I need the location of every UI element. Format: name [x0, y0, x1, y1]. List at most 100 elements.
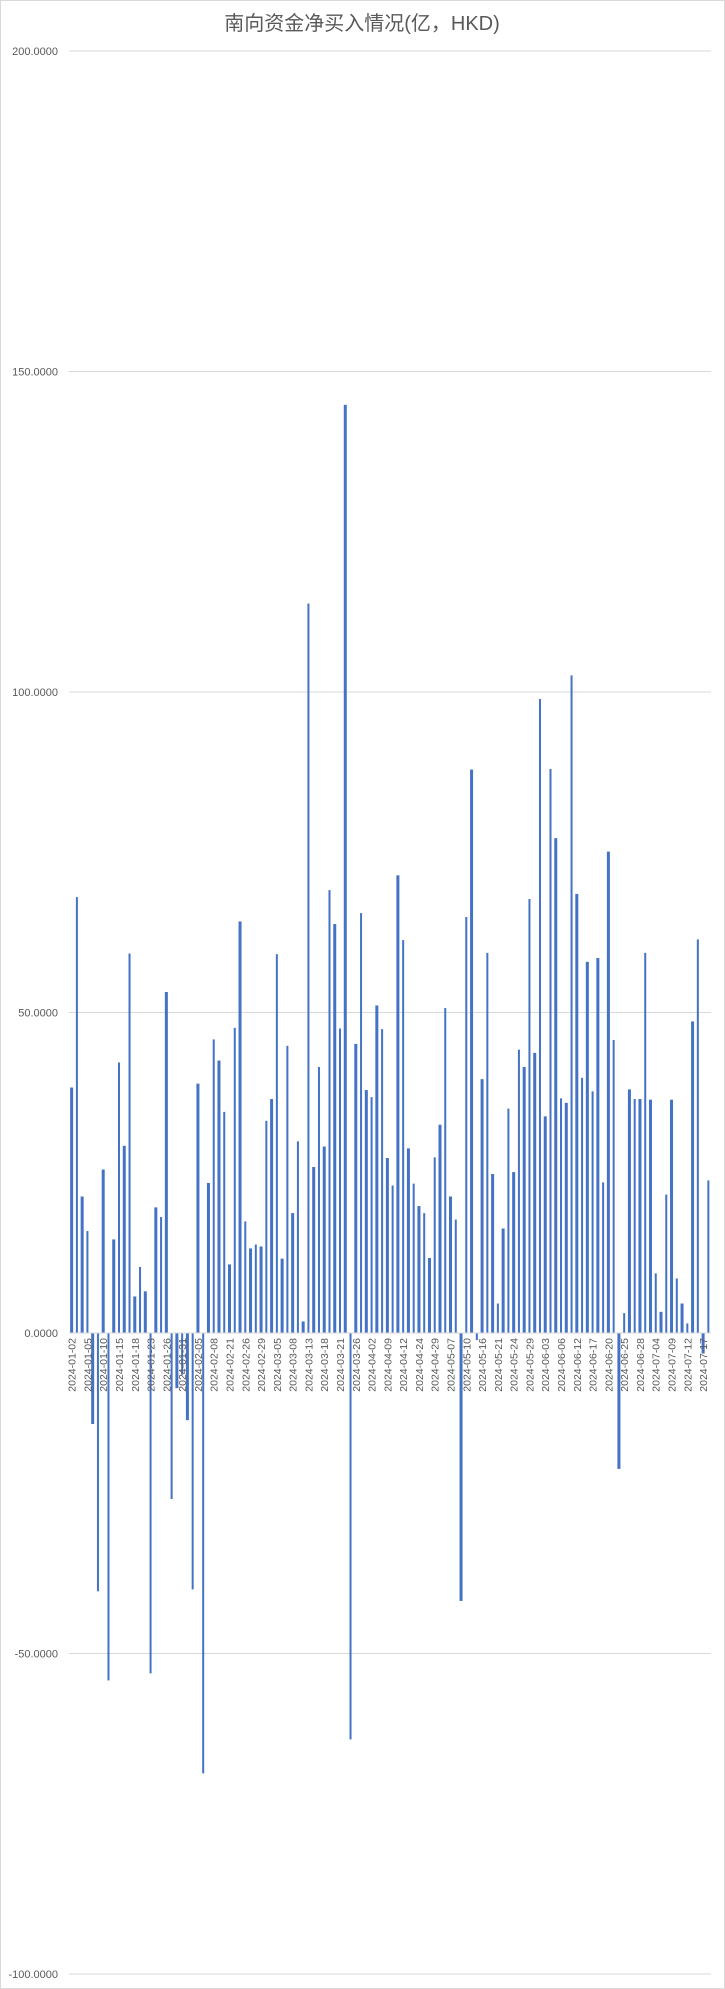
- bar: [181, 1333, 184, 1375]
- bar: [491, 1174, 495, 1333]
- bar: [80, 1196, 84, 1333]
- bar: [627, 1089, 631, 1333]
- bar: [686, 1323, 689, 1333]
- x-tick-label: 2024-05-24: [509, 1338, 521, 1392]
- x-tick-label: 2024-03-08: [288, 1338, 300, 1392]
- bar: [375, 1005, 379, 1333]
- x-tick-label: 2024-06-03: [540, 1338, 552, 1392]
- bar: [312, 1166, 316, 1333]
- x-tick-label: 2024-05-10: [461, 1338, 473, 1392]
- bar: [349, 1333, 352, 1740]
- x-tick-label: 2024-02-05: [193, 1338, 205, 1392]
- bar: [648, 1099, 652, 1333]
- x-tick-label: 2024-03-26: [351, 1338, 363, 1392]
- bar: [554, 838, 558, 1333]
- x-tick-label: 2024-03-21: [335, 1338, 347, 1392]
- bar: [486, 952, 489, 1333]
- x-tick-label: 2024-03-05: [272, 1338, 284, 1392]
- bar: [549, 768, 552, 1333]
- bar: [206, 1183, 210, 1333]
- bar: [385, 1158, 389, 1333]
- x-tick-label: 2024-01-31: [177, 1338, 189, 1392]
- bar: [391, 1185, 394, 1333]
- bar: [139, 1266, 142, 1333]
- bar: [307, 603, 310, 1333]
- bar: [107, 1333, 110, 1681]
- bar: [533, 1052, 537, 1333]
- bar: [175, 1333, 179, 1389]
- bar: [212, 1039, 215, 1333]
- bar: [117, 1062, 120, 1333]
- x-tick-label: 2024-06-17: [588, 1338, 600, 1392]
- bar: [480, 1079, 484, 1333]
- bar: [417, 1206, 421, 1333]
- x-axis-ticks: 2024-01-02 2024-01-05 2024-01-10 2024-01-15…: [67, 1338, 710, 1392]
- bar: [275, 954, 278, 1333]
- bar: [585, 961, 589, 1333]
- x-tick-label: 2024-01-23: [146, 1338, 158, 1392]
- x-tick-label: 2024-01-26: [161, 1338, 173, 1392]
- bar: [396, 875, 400, 1333]
- bar: [128, 953, 131, 1333]
- bar: [538, 699, 541, 1333]
- bar: [633, 1099, 636, 1333]
- bar: [238, 921, 242, 1333]
- bar: [701, 1333, 705, 1354]
- bar: [154, 1207, 158, 1333]
- bar: [249, 1248, 253, 1333]
- bar: [406, 1148, 410, 1333]
- bar: [454, 1219, 457, 1333]
- bar: [501, 1228, 505, 1333]
- bar: [507, 1108, 510, 1333]
- x-tick-label: 2024-05-16: [477, 1338, 489, 1392]
- x-tick-label: 2024-05-21: [493, 1338, 505, 1392]
- x-tick-label: 2024-07-12: [682, 1338, 694, 1392]
- bar: [170, 1333, 173, 1500]
- bar: [339, 1028, 342, 1333]
- bar: [459, 1333, 463, 1601]
- bar: [354, 1043, 358, 1333]
- x-tick-label: 2024-04-29: [430, 1338, 442, 1392]
- bar: [143, 1291, 147, 1333]
- bar: [470, 769, 474, 1333]
- bar: [612, 1040, 615, 1333]
- bar: [122, 1145, 126, 1333]
- bar: [665, 1194, 668, 1333]
- bar: [696, 939, 699, 1333]
- x-tick-label: 2024-02-29: [256, 1338, 268, 1392]
- x-tick-label: 2024-05-29: [524, 1338, 536, 1392]
- bar: [475, 1333, 478, 1341]
- bar: [623, 1313, 626, 1333]
- bar: [370, 1097, 373, 1333]
- bar: [423, 1213, 426, 1333]
- x-tick-label: 2024-01-10: [98, 1338, 110, 1392]
- x-tick-label: 2024-03-13: [303, 1338, 315, 1392]
- bar: [112, 1239, 116, 1333]
- bar: [70, 1087, 74, 1333]
- bar: [427, 1258, 431, 1333]
- x-tick-label: 2024-06-06: [556, 1338, 568, 1392]
- bar: [96, 1333, 99, 1592]
- bar: [602, 1182, 605, 1333]
- x-tick-label: 2024-04-09: [382, 1338, 394, 1392]
- chart-title: 南向资金净买入情况(亿，HKD): [224, 12, 500, 35]
- bar: [233, 1027, 236, 1333]
- bar: [659, 1311, 663, 1333]
- y-tick-label: -100.0000: [8, 1969, 58, 1981]
- bar: [86, 1231, 89, 1333]
- x-tick-label: 2024-07-09: [667, 1338, 679, 1392]
- bar: [244, 1221, 247, 1333]
- bar: [675, 1278, 678, 1333]
- bar: [333, 924, 337, 1333]
- bar: [301, 1321, 305, 1333]
- bar: [322, 1146, 326, 1333]
- bar: [512, 1172, 516, 1333]
- bar: [564, 1102, 568, 1333]
- bar: [317, 1066, 320, 1333]
- bar: [606, 851, 610, 1333]
- x-tick-label: 2024-07-04: [651, 1338, 663, 1392]
- bar: [517, 1049, 520, 1333]
- bar: [291, 1213, 295, 1333]
- bar: [265, 1120, 268, 1333]
